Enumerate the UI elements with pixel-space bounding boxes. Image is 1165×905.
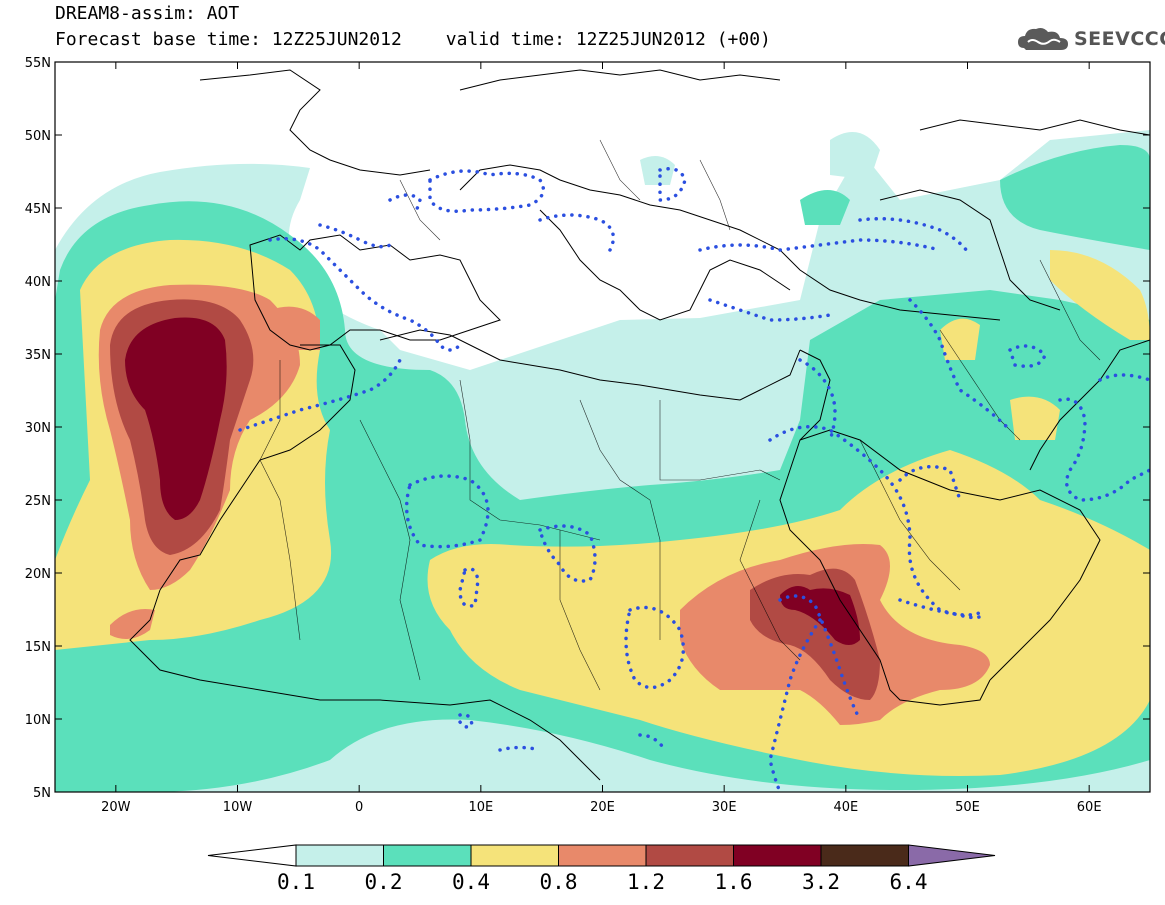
colorbar: 0.1 0.2 0.4 0.8 1.2 1.6 3.2 6.4 (207, 844, 996, 894)
latitude-axis: 5N 10N 15N 20N 25N 30N 35N 40N 45N 50N 55N (25, 56, 1150, 801)
map-area (55, 62, 1150, 792)
colorbar-label: 3.2 (802, 870, 840, 894)
lat-tick-label: 10N (25, 713, 51, 728)
lat-tick-label: 40N (25, 275, 51, 290)
coastlines (129, 69, 1150, 781)
lat-tick-label: 5N (33, 786, 51, 801)
colorbar-arrow-low (207, 844, 297, 867)
lat-tick-label: 20N (25, 567, 51, 582)
lon-tick-label: 0 (355, 800, 363, 815)
colorbar-swatch (645, 844, 734, 867)
colorbar-swatch (470, 844, 559, 867)
colorbar-swatch (295, 844, 384, 867)
colorbar-label: 0.2 (365, 870, 403, 894)
colorbar-arrow-high (908, 844, 996, 867)
colorbar-label: 6.4 (890, 870, 928, 894)
colorbar-swatch (820, 844, 909, 867)
lon-tick-label: 10E (468, 800, 493, 815)
aot-dotted-contours (238, 167, 1150, 792)
lon-tick-label: 60E (1077, 800, 1102, 815)
lon-tick-label: 50E (955, 800, 980, 815)
lon-tick-label: 30E (712, 800, 737, 815)
colorbar-label: 1.2 (627, 870, 665, 894)
base-time: Forecast base time: 12Z25JUN2012 (55, 29, 402, 50)
lon-tick-label: 40E (833, 800, 858, 815)
valid-time: valid time: 12Z25JUN2012 (+00) (445, 29, 771, 50)
lat-tick-label: 15N (25, 640, 51, 655)
lat-tick-label: 30N (25, 421, 51, 436)
colorbar-label: 0.8 (540, 870, 578, 894)
lon-tick-label: 20E (590, 800, 615, 815)
colorbar-swatch (558, 844, 647, 867)
lat-tick-label: 25N (25, 494, 51, 509)
colorbar-label: 1.6 (715, 870, 753, 894)
colorbar-label: 0.4 (452, 870, 490, 894)
colorbar-swatch (733, 844, 822, 867)
lon-tick-label: 20W (101, 800, 131, 815)
seevccc-logo: SEEVCCC (1018, 26, 1165, 52)
longitude-axis: 20W 10W 0 10E 20E 30E 40E 50E 60E (101, 62, 1102, 815)
map-title: DREAM8-assim: AOT (55, 3, 240, 24)
colorbar-label: 0.1 (277, 870, 315, 894)
lat-tick-label: 35N (25, 348, 51, 363)
lat-tick-label: 45N (25, 202, 51, 217)
cloud-icon (1018, 28, 1068, 50)
time-info: Forecast base time: 12Z25JUN2012 valid ti… (55, 30, 771, 50)
lat-tick-label: 55N (25, 56, 51, 71)
colorbar-swatch (383, 844, 472, 867)
logo-text: SEEVCCC (1074, 28, 1165, 50)
lon-tick-label: 10W (223, 800, 253, 815)
lat-tick-label: 50N (25, 129, 51, 144)
